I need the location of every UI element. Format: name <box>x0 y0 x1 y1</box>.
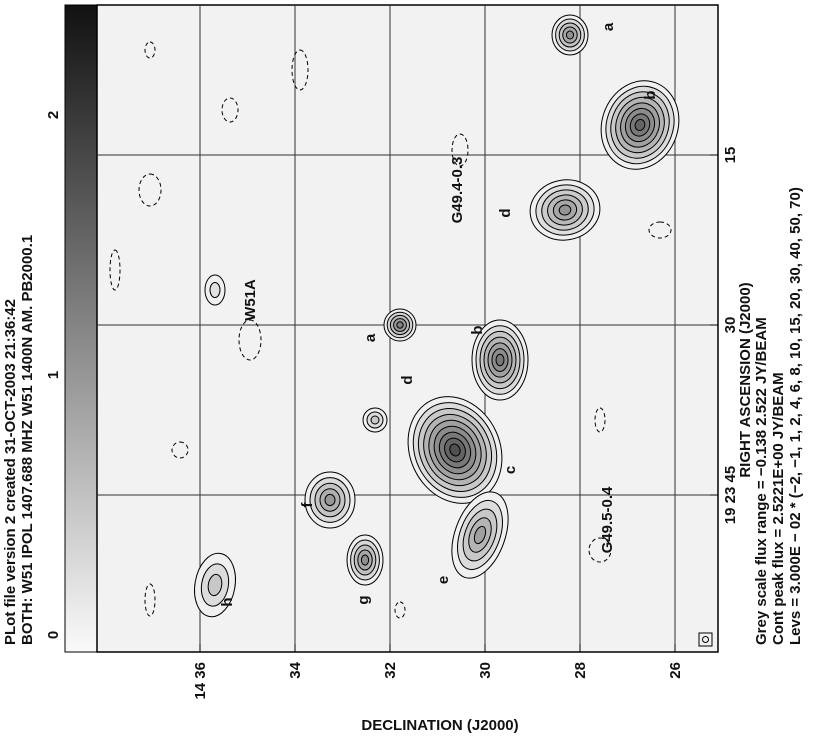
y-tick-label: 14 36 <box>192 662 209 700</box>
colorbar-tick-label: 2 <box>45 111 62 119</box>
page: PLot file version 2 created 31-OCT-2003 … <box>0 0 836 750</box>
y-tick-label: 30 <box>477 662 494 679</box>
rotated-figure: PLot file version 2 created 31-OCT-2003 … <box>2 5 804 734</box>
y-tick-label: 28 <box>572 662 589 679</box>
x-tick-label: 15 <box>722 147 739 164</box>
source-label: a <box>362 333 379 342</box>
source-label: b <box>642 90 659 99</box>
source-label: g <box>355 595 372 604</box>
contour <box>496 354 504 365</box>
y-tick-label: 32 <box>382 662 399 679</box>
source-label: d <box>497 208 514 217</box>
footer-line: Grey scale flux range = −0.138 2.522 JY/… <box>753 317 770 645</box>
source-label: b <box>469 325 486 334</box>
footer-line: Levs = 3.000E − 02 * (−2, −1, 1, 2, 4, 6… <box>787 187 804 645</box>
figure: PLot file version 2 created 31-OCT-2003 … <box>0 0 836 750</box>
contour <box>566 31 573 39</box>
region-label: G49.4-0.3 <box>449 157 466 224</box>
source-label: e <box>435 576 452 584</box>
source-label: c <box>502 466 519 474</box>
contour <box>397 322 403 328</box>
source-label: h <box>219 597 236 606</box>
region-label: W51A <box>242 279 259 321</box>
contour <box>210 283 220 298</box>
source-label: a <box>600 22 617 31</box>
contour <box>325 494 335 505</box>
region-label: G49.5-0.4 <box>599 486 616 553</box>
colorbar <box>65 5 97 652</box>
header-line: PLot file version 2 created 31-OCT-2003 … <box>2 299 19 645</box>
footer-line: Cont peak flux = 2.5221E+00 JY/BEAM <box>770 372 787 645</box>
colorbar-tick-label: 1 <box>45 371 62 379</box>
x-tick-label: 19 23 45 <box>722 466 739 524</box>
y-axis-label: DECLINATION (J2000) <box>361 717 518 734</box>
contour <box>371 416 379 424</box>
source-label: d <box>399 375 416 384</box>
contour <box>361 555 368 565</box>
x-tick-label: 30 <box>722 317 739 334</box>
colorbar-tick-label: 0 <box>45 631 62 639</box>
header-line: BOTH: W51 IPOL 1407.688 MHZ W51 1400N AM… <box>19 235 36 645</box>
x-axis-label: RIGHT ASCENSION (J2000) <box>737 282 754 477</box>
y-tick-label: 34 <box>287 661 304 678</box>
y-tick-label: 26 <box>667 662 684 679</box>
